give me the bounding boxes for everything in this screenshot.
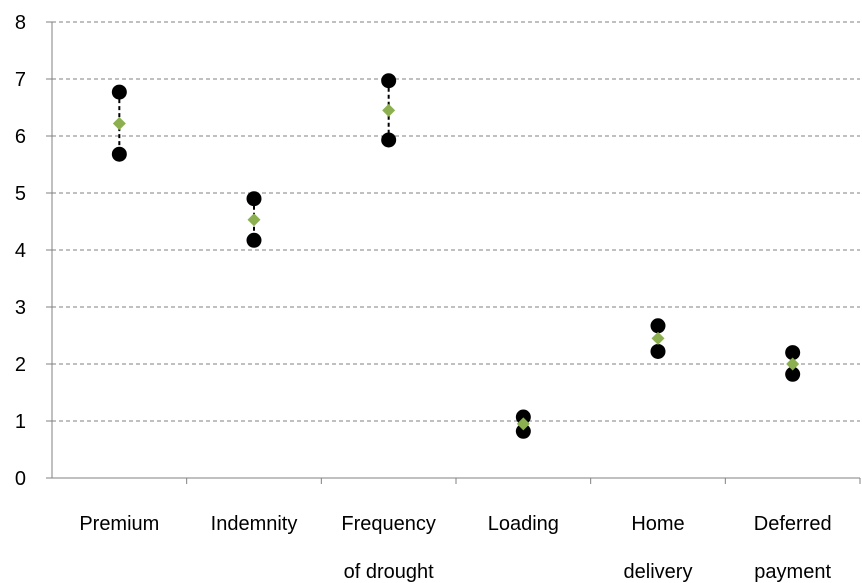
x-tick-label-4: Home delivery: [624, 513, 693, 583]
y-tick-label-0: 0: [15, 468, 26, 490]
y-tick-label-2: 2: [15, 354, 26, 376]
y-tick-label-1: 1: [15, 411, 26, 433]
upper-point-0: [111, 84, 127, 100]
x-axis-tick-labels: Premium Indemnity Frequency of drought Loadi…: [79, 513, 831, 583]
mean-point-1: [247, 213, 261, 227]
y-tick-label-5: 5: [15, 183, 26, 205]
lower-point-0: [111, 146, 127, 162]
y-tick-label-7: 7: [15, 69, 26, 91]
axes: [46, 21, 861, 484]
x-tick-label-3: Loading: [488, 513, 559, 535]
y-axis-tick-labels: 0 1 2 3 4 5 6 7 8: [15, 12, 26, 490]
y-tick-label-6: 6: [15, 126, 26, 148]
gridlines: [52, 21, 860, 422]
data-marks: [111, 73, 801, 439]
lower-point-1: [246, 232, 262, 248]
x-tick-label-1: Indemnity: [211, 513, 298, 535]
upper-point-1: [246, 191, 262, 207]
lower-point-3: [515, 423, 531, 439]
x-tick-label-5: Deferred payment: [754, 513, 832, 583]
mean-point-2: [382, 103, 396, 117]
upper-point-5: [785, 345, 801, 361]
y-tick-label-4: 4: [15, 240, 26, 262]
y-tick-label-8: 8: [15, 12, 26, 34]
lower-point-5: [785, 366, 801, 382]
lower-point-4: [650, 343, 666, 359]
mean-point-5: [786, 357, 800, 371]
mean-point-4: [651, 331, 665, 345]
mean-point-3: [516, 417, 530, 431]
mean-point-0: [112, 116, 126, 130]
x-tick-label-2: Frequency of drought: [341, 513, 436, 583]
y-tick-label-3: 3: [15, 297, 26, 319]
upper-point-4: [650, 318, 666, 334]
lower-point-2: [381, 132, 397, 148]
x-tick-label-0: Premium: [79, 513, 159, 535]
upper-point-3: [515, 409, 531, 425]
upper-point-2: [381, 73, 397, 89]
